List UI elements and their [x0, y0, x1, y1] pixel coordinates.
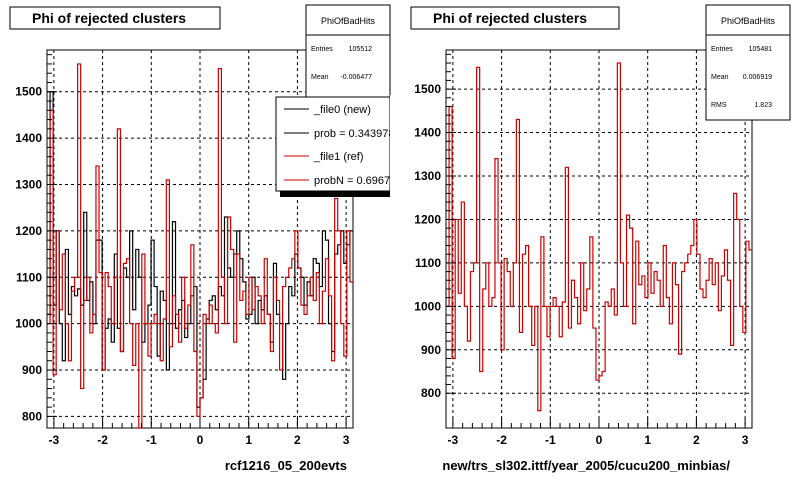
x-tick-label: 1 — [245, 433, 252, 447]
legend-entry-label: _file1 (ref) — [313, 151, 364, 163]
x-tick-label: -2 — [97, 433, 108, 447]
left-stats-box: PhiOfBadHits Entries 105512 Mean -0.0064… — [305, 4, 391, 106]
right-x-axis-label: new/trs_sl302.ittf/year_2005/cucu200_min… — [442, 458, 730, 473]
right-series-group — [446, 62, 752, 412]
y-tick-label: 900 — [421, 343, 441, 357]
right-axes: -3 -2 -1 0 1 2 3 800 900 1000 1100 1200 1300 1400 1500 — [414, 53, 749, 447]
left-panel: -3 -2 -1 0 1 2 3 800 900 1000 1100 1200 1300 1400 1500… — [9, 4, 402, 473]
y-tick-label: 1500 — [414, 82, 441, 96]
legend-entry-label: _file0 (new) — [313, 104, 371, 116]
y-tick-label: 1100 — [16, 270, 42, 284]
y-tick-label: 1500 — [15, 85, 42, 99]
x-tick-label: -1 — [146, 433, 157, 447]
x-tick-label: 2 — [294, 433, 301, 447]
x-tick-label: 0 — [596, 433, 603, 447]
right-title-box — [410, 6, 620, 30]
y-tick-label: 1400 — [15, 131, 42, 145]
left-stats-label: Entries — [311, 46, 333, 53]
x-tick-label: 0 — [197, 433, 204, 447]
y-tick-label: 1000 — [15, 317, 42, 331]
right-stats-name: PhiOfBadHits — [721, 16, 776, 26]
left-stats-label: Mean — [311, 74, 329, 81]
left-stats-value: 105512 — [349, 46, 372, 53]
x-tick-label: -2 — [496, 433, 507, 447]
right-stats-frame — [705, 4, 791, 121]
x-tick-label: -3 — [49, 433, 60, 447]
y-tick-label: 800 — [421, 386, 441, 400]
legend: _file0 (new) prob = 0.343978 _file1 (ref… — [275, 95, 402, 205]
y-tick-label: 900 — [22, 363, 42, 377]
x-tick-label: 3 — [742, 433, 749, 447]
left-x-axis-label: rcf1216_05_200evts — [225, 458, 347, 473]
y-tick-label: 1300 — [15, 178, 42, 192]
histogram-series-2 — [47, 63, 353, 429]
right-title: Phi of rejected clusters — [433, 10, 587, 26]
right-stats-label: Entries — [711, 46, 733, 53]
left-series-group — [47, 63, 353, 429]
left-stats-value: -0.006477 — [340, 74, 372, 81]
x-tick-label: 1 — [644, 433, 651, 447]
legend-entry-label: prob = 0.343978 — [314, 128, 394, 140]
y-tick-label: 1300 — [414, 169, 441, 183]
right-stats-value: 105481 — [749, 46, 772, 53]
left-stats-name: PhiOfBadHits — [321, 16, 376, 26]
histogram-series-1 — [446, 62, 752, 412]
x-tick-label: -3 — [448, 433, 459, 447]
x-tick-label: -1 — [545, 433, 556, 447]
right-stats-value: 1.823 — [754, 102, 772, 109]
left-stats-frame — [305, 4, 391, 106]
y-tick-label: 1400 — [414, 126, 441, 140]
left-title: Phi of rejected clusters — [32, 10, 186, 26]
y-tick-label: 1200 — [15, 224, 42, 238]
y-tick-label: 800 — [22, 409, 42, 423]
left-title-box — [9, 6, 221, 30]
legend-entry-label: probN = 0.696787 — [314, 175, 402, 187]
left-axes: -3 -2 -1 0 1 2 3 800 900 1000 1100 1200 1300 1400 1500 — [15, 54, 350, 447]
y-tick-label: 1200 — [414, 212, 441, 226]
right-stats-value: 0.006919 — [743, 74, 772, 81]
x-tick-label: 2 — [693, 433, 700, 447]
right-stats-label: Mean — [711, 74, 729, 81]
y-tick-label: 1100 — [415, 256, 441, 270]
legend-frame — [275, 96, 391, 192]
legend-clip-mask — [390, 95, 402, 205]
right-panel: -3 -2 -1 0 1 2 3 800 900 1000 1100 1200 1300 1400 1500… — [410, 4, 791, 473]
y-tick-label: 1000 — [414, 299, 441, 313]
x-tick-label: 3 — [343, 433, 350, 447]
right-stats-box: PhiOfBadHits Entries 105481 Mean 0.00691… — [705, 4, 791, 121]
right-stats-label: RMS — [711, 102, 727, 109]
